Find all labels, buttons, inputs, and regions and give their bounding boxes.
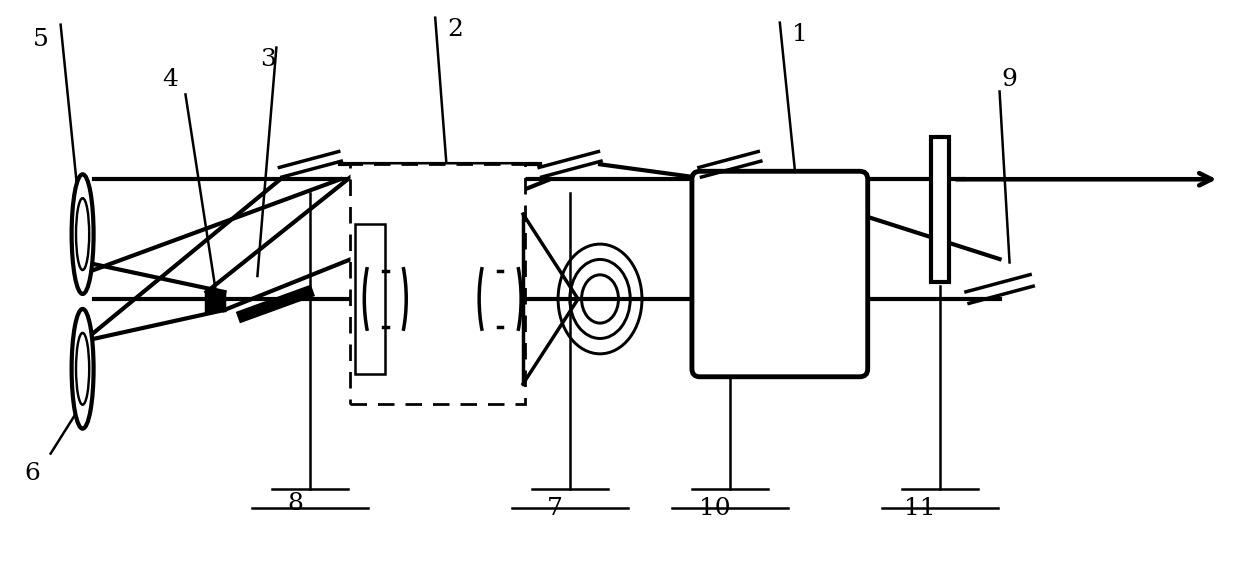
Ellipse shape (76, 198, 89, 270)
Ellipse shape (76, 333, 89, 405)
Text: 1: 1 (792, 23, 807, 46)
Text: 7: 7 (547, 497, 563, 520)
Text: 4: 4 (162, 68, 179, 91)
Text: 6: 6 (25, 462, 41, 485)
Ellipse shape (72, 174, 93, 294)
Text: 5: 5 (32, 28, 48, 51)
Text: 8: 8 (288, 492, 304, 515)
Text: 10: 10 (699, 497, 730, 520)
Ellipse shape (72, 309, 93, 428)
Bar (356, 224, 386, 374)
Bar (207, 292, 224, 310)
Bar (351, 164, 525, 404)
Text: 9: 9 (1002, 68, 1018, 91)
Bar (931, 137, 949, 282)
Text: 2: 2 (448, 18, 463, 41)
Text: 11: 11 (904, 497, 935, 520)
FancyBboxPatch shape (692, 171, 868, 377)
Text: 3: 3 (260, 48, 277, 71)
